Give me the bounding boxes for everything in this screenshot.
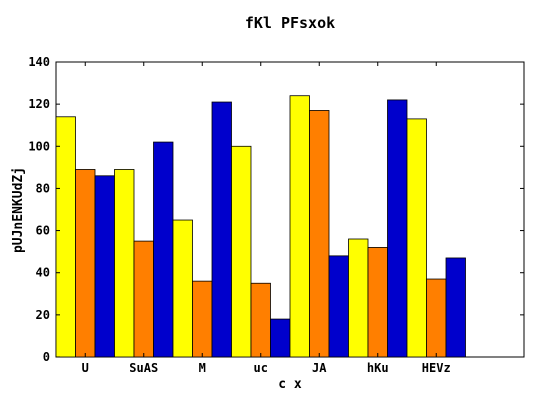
- bar: [289, 95, 310, 358]
- y-axis: 0 20 40 60 80 100 120 140: [28, 55, 524, 364]
- bar: [231, 145, 252, 358]
- bar: [94, 175, 115, 358]
- x-tick-label: M: [199, 361, 206, 375]
- bar: [153, 141, 174, 358]
- bar: [133, 240, 154, 358]
- bar: [367, 247, 388, 358]
- bar: [387, 99, 408, 358]
- bar: [445, 257, 466, 358]
- bars: [55, 95, 466, 358]
- y-tick-label: 60: [36, 224, 50, 238]
- bar: [270, 318, 291, 358]
- x-tick-label: U: [82, 361, 89, 375]
- x-tick-label: HEVz: [422, 361, 451, 375]
- bar: [328, 255, 349, 358]
- y-tick-label: 40: [36, 266, 50, 280]
- y-tick-label: 20: [36, 308, 50, 322]
- bar: [114, 169, 135, 358]
- bar: [75, 169, 96, 358]
- bar: [406, 118, 427, 358]
- y-tick-label: 100: [28, 139, 50, 153]
- y-tick-label: 140: [28, 55, 50, 69]
- y-tick-label: 120: [28, 97, 50, 111]
- y-tick-label: 0: [43, 350, 50, 364]
- bar: [426, 278, 447, 358]
- bar: [348, 238, 369, 358]
- x-tick-label: hKu: [367, 361, 389, 375]
- y-tick-label: 80: [36, 181, 50, 195]
- bar: [309, 110, 330, 358]
- x-axis-label: c x: [278, 377, 302, 392]
- x-tick-label: uc: [254, 361, 268, 375]
- y-axis-label: pUJnENKUdZj: [11, 167, 26, 253]
- x-tick-label: JA: [312, 361, 327, 375]
- bar: [55, 116, 76, 358]
- bar: [211, 101, 232, 358]
- bar: [172, 219, 193, 358]
- bar: [192, 280, 213, 358]
- bar: [250, 282, 271, 358]
- chart-title: fKl PFsxok: [245, 14, 335, 32]
- x-tick-label: SuAS: [129, 361, 158, 375]
